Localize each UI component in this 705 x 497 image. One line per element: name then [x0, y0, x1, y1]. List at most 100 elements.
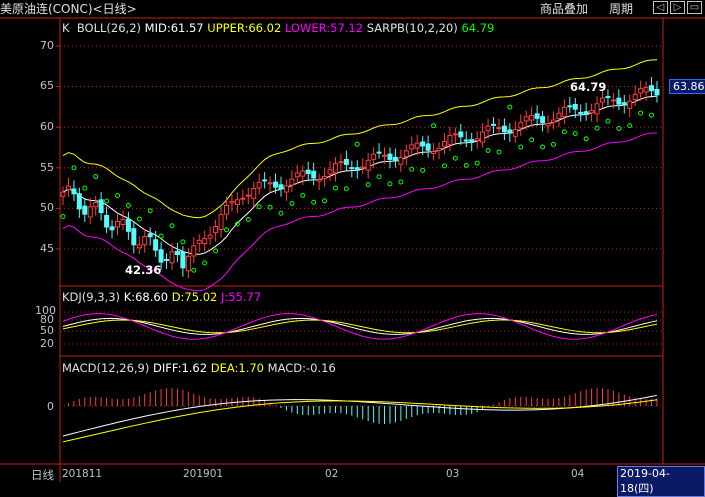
candle-body — [327, 169, 333, 175]
kdj-k-value: K:68.60 — [123, 290, 169, 304]
sar-dot — [104, 198, 110, 204]
candle-body — [240, 197, 246, 200]
restore-icon[interactable]: ▭ — [687, 1, 702, 14]
candle-body — [616, 97, 622, 105]
candle-body — [229, 200, 235, 204]
sar-dot — [518, 144, 524, 150]
sar-dot — [71, 165, 77, 171]
x-tick-201811: 201811 — [62, 468, 103, 480]
macd-diff-value: DIFF:1.62 — [153, 361, 208, 375]
macd-dea-value: DEA:1.70 — [210, 361, 265, 375]
chart-frame — [0, 17, 705, 482]
candle-body — [169, 251, 175, 264]
candle-body — [605, 96, 611, 99]
sar-dot — [420, 167, 426, 173]
kdj-lines — [62, 313, 658, 340]
x-tick-201901: 201901 — [183, 468, 224, 480]
candle-body — [207, 234, 213, 239]
candle-body — [311, 170, 317, 179]
candle-body — [104, 214, 110, 228]
sar-dot — [431, 123, 437, 129]
sar-dot — [311, 199, 317, 205]
arrow-right-icon[interactable]: ▷ — [670, 1, 685, 14]
candle-body — [158, 249, 164, 263]
sar-dot — [256, 204, 262, 210]
kdj-legend: KDJ(9,3,3) K:68.60 D:75.02 J:55.77 — [62, 290, 261, 304]
period-button[interactable]: 周期 — [609, 2, 634, 16]
y-tick-50: 50 — [40, 201, 54, 214]
candle-body — [501, 125, 507, 133]
chart-canvas[interactable] — [0, 0, 705, 482]
candle-body — [594, 103, 600, 115]
sar-dot — [213, 248, 219, 254]
candle-body — [376, 151, 382, 154]
sar-dot — [223, 227, 229, 233]
candle-body — [305, 169, 311, 175]
kdj-d-value: D:75.02 — [171, 290, 218, 304]
sar-dot — [507, 104, 513, 110]
overlay-commodity-button[interactable]: 商品叠加 — [540, 2, 589, 16]
candle-body — [534, 113, 540, 119]
y-tick-55: 55 — [40, 161, 54, 174]
candle-body — [420, 141, 426, 147]
candle-body — [589, 110, 595, 114]
sar-dot — [474, 160, 480, 166]
candle-body — [365, 159, 371, 171]
candle-body — [452, 133, 458, 136]
sar-dot — [169, 223, 175, 229]
sar-dot — [114, 193, 120, 199]
candle-body — [267, 182, 273, 185]
candle-body — [414, 142, 420, 149]
kdj-j-line — [62, 313, 658, 340]
candle-body — [431, 151, 437, 154]
sar-dot — [496, 149, 502, 155]
sar-dot — [125, 202, 131, 208]
candle-body — [518, 122, 524, 129]
candle-body — [349, 167, 355, 170]
candle-body — [441, 140, 447, 147]
candle-body — [632, 93, 638, 100]
indicator-lines — [62, 59, 658, 292]
sar-dot — [60, 214, 66, 220]
macd-label: MACD(12,26,9) — [62, 361, 150, 375]
candle-body — [343, 158, 349, 165]
candle-body — [458, 131, 464, 138]
period-label: 日线 — [31, 468, 54, 482]
sar-dot — [354, 141, 360, 147]
kdj-d-line — [62, 319, 658, 334]
candle-body — [131, 228, 137, 246]
sar-dot — [463, 162, 469, 168]
candle-body — [234, 199, 240, 205]
candle-body — [621, 102, 627, 106]
candle-body — [262, 179, 268, 182]
boll-mid-line — [62, 95, 658, 255]
arrow-left-icon[interactable]: ◁ — [653, 1, 668, 14]
price-legend: K BOLL(26,2) MID:61.57 UPPER:66.02 LOWER… — [62, 21, 494, 35]
candle-body — [392, 156, 398, 162]
candle-body — [561, 106, 567, 117]
x-tick-03: 03 — [446, 468, 460, 480]
macd-dea-line — [62, 399, 658, 443]
candle-body — [245, 194, 251, 197]
kdj-tick-100: 100 — [35, 304, 56, 317]
sar-dot — [278, 210, 284, 216]
high-price-label: 64.79 — [570, 80, 607, 94]
sar-dot — [376, 174, 382, 180]
sar-dot — [550, 141, 556, 147]
candle-body — [338, 161, 344, 164]
candle-body — [218, 214, 224, 231]
sar-dot — [398, 179, 404, 185]
candle-body — [202, 238, 208, 244]
window-title: 美原油连(CONC)<日线> — [0, 2, 137, 16]
candle-body — [572, 103, 578, 110]
candle-body — [174, 250, 180, 255]
candle-body — [480, 131, 486, 143]
candle-body — [654, 88, 660, 96]
candle-body — [447, 135, 453, 146]
sar-dot — [529, 137, 535, 143]
sar-dot — [594, 125, 600, 131]
candle-body — [278, 184, 284, 190]
sar-dot — [136, 216, 142, 222]
candle-body — [474, 138, 480, 141]
candle-body — [185, 255, 191, 272]
